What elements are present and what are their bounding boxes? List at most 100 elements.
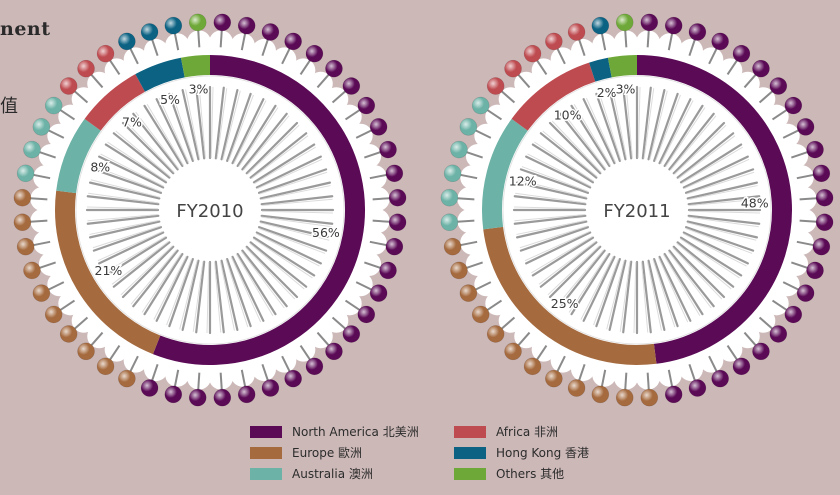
pin-head <box>591 385 610 404</box>
spoke-highlight <box>625 87 633 159</box>
spoke-highlight <box>111 241 169 285</box>
spoke-highlight <box>230 257 262 323</box>
spoke-highlight <box>531 236 593 274</box>
spoke-highlight <box>249 243 305 290</box>
data-label: 2% <box>597 85 617 100</box>
spoke-highlight <box>104 236 166 274</box>
pin-head <box>812 237 831 256</box>
pin-head <box>213 388 232 407</box>
spoke-line <box>658 255 692 322</box>
legend-swatch <box>250 446 282 459</box>
pin-head <box>369 118 388 136</box>
pin-head <box>471 305 490 324</box>
pin-head <box>796 284 815 302</box>
spoke-highlight <box>210 87 214 159</box>
spoke-line <box>582 98 616 165</box>
pin-head <box>305 357 324 376</box>
spoke-highlight <box>684 158 750 190</box>
pin-head <box>13 188 32 207</box>
pin-head <box>188 13 207 32</box>
donut-segment <box>84 74 146 131</box>
spoke-line <box>241 249 288 308</box>
pin-head <box>784 96 803 115</box>
ring-border <box>502 75 772 345</box>
donut-segment <box>483 226 657 365</box>
spoke-highlight <box>247 124 300 175</box>
pin-head <box>23 140 41 159</box>
spoke-highlight <box>524 230 590 262</box>
spoke-line <box>519 168 590 194</box>
pin-head <box>77 342 95 361</box>
spoke-highlight <box>261 216 332 228</box>
legend-item: Europe 歐洲 <box>250 445 454 460</box>
pin-head <box>450 140 468 159</box>
spoke-highlight <box>678 135 736 179</box>
page-title-fragment: nent <box>0 18 51 40</box>
pin-head <box>237 16 256 35</box>
pin-head <box>711 32 729 51</box>
spoke-highlight <box>514 206 586 210</box>
spoke-highlight <box>685 227 753 254</box>
pin-head <box>261 379 280 397</box>
spoke-line <box>539 132 598 179</box>
spoke-highlight <box>517 179 587 198</box>
donut-segment <box>55 190 161 355</box>
pin-head <box>591 16 610 35</box>
spoke-line <box>559 249 606 308</box>
spoke-line <box>168 92 194 163</box>
spoke-line <box>515 181 588 200</box>
donut-segment <box>56 118 101 194</box>
spoke-line <box>663 252 704 316</box>
spoke-highlight <box>643 88 655 159</box>
spoke-line <box>195 86 206 160</box>
spoke-highlight <box>141 253 182 313</box>
legend-label: Australia 澳洲 <box>292 467 373 481</box>
pin-head <box>325 342 343 361</box>
spoke-line <box>260 195 334 206</box>
pin-head <box>385 237 404 256</box>
page-title-fragment-cn: 值 <box>0 96 18 117</box>
data-label: 7% <box>122 114 142 129</box>
spoke-line <box>121 245 175 299</box>
data-label: 48% <box>741 196 769 211</box>
pin-head <box>769 77 788 95</box>
pin-head <box>118 32 136 51</box>
spoke-highlight <box>241 251 285 309</box>
pin-head <box>486 77 505 95</box>
spoke-highlight <box>637 87 641 159</box>
spoke-line <box>684 168 755 194</box>
spoke-line <box>559 112 606 171</box>
pin-head <box>812 164 831 183</box>
spoke-highlight <box>135 111 179 169</box>
spoke-highlight <box>245 247 296 300</box>
donut-chart: FY2010 56% 21% 8% 7% 5% 3% <box>13 13 407 407</box>
spoke-highlight <box>521 166 589 193</box>
spoke-highlight <box>233 100 267 164</box>
spoke-line <box>143 104 184 168</box>
pin-head <box>806 261 824 280</box>
spoke-line <box>647 259 666 332</box>
spoke-line <box>668 249 715 308</box>
spoke-line <box>181 259 200 332</box>
spoke-highlight <box>676 243 732 290</box>
spoke-highlight <box>92 225 161 249</box>
pin-head <box>284 369 302 388</box>
spoke-highlight <box>641 261 649 333</box>
spoke-line <box>525 231 592 265</box>
spoke-highlight <box>258 227 326 254</box>
pin-head <box>711 369 729 388</box>
chart-legend: North America 北美洲 Africa 非洲 Europe 歐洲 Ho… <box>250 424 624 481</box>
center-label: FY2010 <box>176 201 243 222</box>
spoke-highlight <box>580 256 614 320</box>
spoke-line <box>245 245 299 299</box>
pin-head <box>815 188 834 207</box>
spoke-line <box>608 259 627 332</box>
spoke-highlight <box>259 171 328 195</box>
data-label: 8% <box>90 160 110 175</box>
legend-item: North America 北美洲 <box>250 424 454 439</box>
pin-head <box>261 23 280 41</box>
spoke-line <box>684 226 755 252</box>
spoke-line <box>214 260 225 334</box>
spoke-highlight <box>652 259 676 328</box>
spoke-highlight <box>562 111 606 169</box>
